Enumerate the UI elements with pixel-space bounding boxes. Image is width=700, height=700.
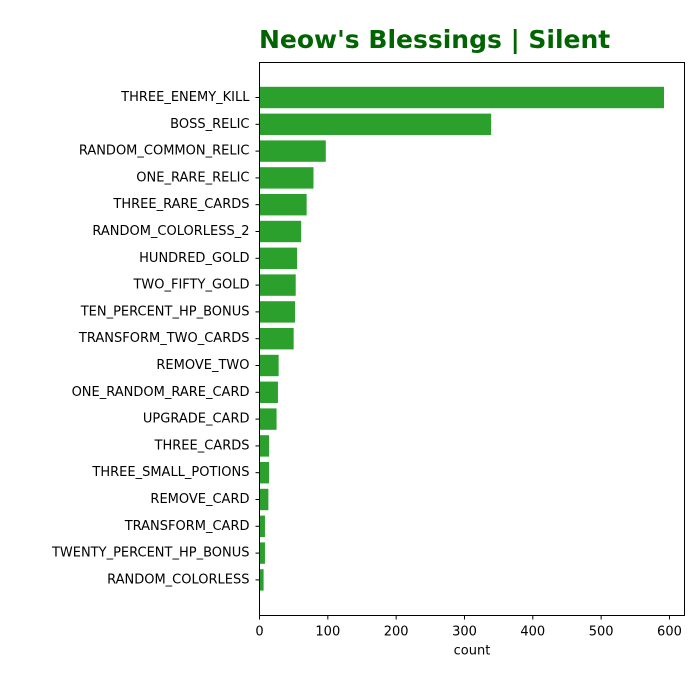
x-axis-ticks: 0 100 200 300 400 500 600 — [255, 615, 682, 640]
y-tick-label: REMOVE_CARD — [150, 492, 249, 507]
bar — [259, 381, 278, 403]
chart-title: Neow's Blessings | Silent — [259, 25, 611, 54]
y-tick-label: THREE_RARE_CARDS — [112, 197, 249, 212]
x-tick-label: 600 — [657, 625, 682, 640]
bar — [259, 435, 270, 457]
bar — [259, 542, 265, 564]
y-tick-label: TEN_PERCENT_HP_BONUS — [80, 304, 250, 319]
x-tick-label: 200 — [384, 625, 409, 640]
x-tick-label: 500 — [589, 625, 614, 640]
y-axis-ticks: THREE_ENEMY_KILL BOSS_RELIC RANDOM_COMMON_… — [51, 90, 260, 587]
y-tick-label: THREE_ENEMY_KILL — [120, 90, 250, 105]
bars-group — [259, 86, 665, 591]
plot-frame — [259, 62, 685, 616]
x-axis-label: count — [454, 644, 491, 659]
bar — [259, 328, 294, 350]
y-tick-label: RANDOM_COLORLESS — [107, 572, 249, 587]
y-tick-label: REMOVE_TWO — [156, 358, 249, 373]
bar — [259, 167, 314, 189]
bar — [259, 220, 302, 243]
x-tick-label: 400 — [520, 625, 545, 640]
bar — [259, 301, 296, 323]
y-tick-label: TWENTY_PERCENT_HP_BONUS — [51, 546, 250, 561]
bar — [259, 462, 270, 484]
y-tick-label: THREE_CARDS — [154, 438, 250, 453]
y-tick-label: BOSS_RELIC — [170, 117, 249, 132]
y-tick-label: TRANSFORM_TWO_CARDS — [78, 331, 250, 346]
y-tick-label: TRANSFORM_CARD — [124, 519, 250, 534]
x-tick-label: 0 — [255, 625, 263, 640]
bar — [259, 274, 296, 296]
bar — [259, 86, 665, 109]
y-tick-label: HUNDRED_GOLD — [139, 251, 249, 266]
bar — [259, 140, 326, 162]
y-tick-label: RANDOM_COLORLESS_2 — [92, 224, 249, 239]
x-tick-label: 300 — [452, 625, 477, 640]
bar — [259, 569, 264, 591]
bar — [259, 247, 298, 269]
y-tick-label: TWO_FIFTY_GOLD — [132, 278, 249, 293]
bar — [259, 408, 277, 430]
bar — [259, 354, 279, 377]
x-tick-label: 100 — [315, 625, 340, 640]
y-tick-label: RANDOM_COMMON_RELIC — [79, 144, 250, 159]
bar — [259, 113, 492, 135]
y-tick-label: ONE_RANDOM_RARE_CARD — [72, 385, 250, 400]
bar — [259, 194, 307, 216]
y-tick-label: UPGRADE_CARD — [143, 412, 250, 427]
y-tick-label: THREE_SMALL_POTIONS — [91, 465, 249, 480]
bar — [259, 488, 269, 511]
bar — [259, 515, 265, 537]
y-tick-label: ONE_RARE_RELIC — [136, 170, 249, 185]
